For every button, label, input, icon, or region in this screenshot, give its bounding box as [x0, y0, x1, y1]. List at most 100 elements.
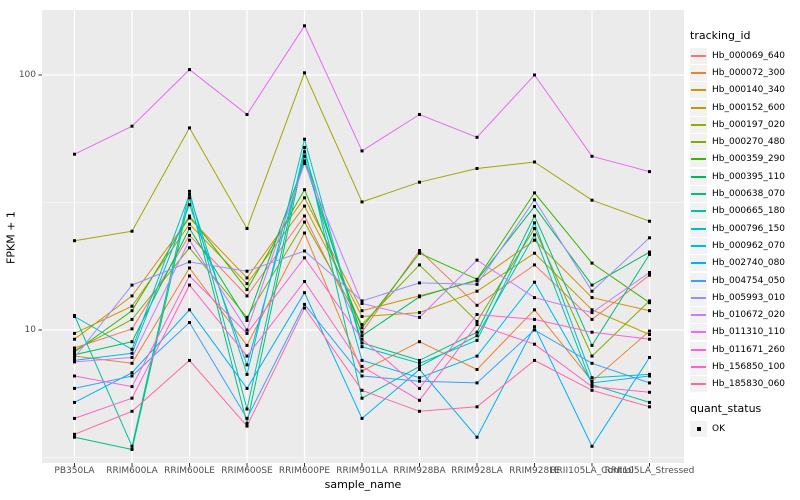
legend-entry-label: Hb_000359_290 [712, 154, 786, 165]
y-axis-title: FPKM + 1 [4, 211, 18, 264]
data-point [245, 276, 249, 280]
data-point [360, 364, 364, 368]
data-point [475, 354, 479, 358]
data-point [590, 330, 594, 334]
data-point [475, 167, 479, 170]
data-point [590, 343, 594, 347]
data-point [360, 200, 364, 204]
data-point [188, 227, 191, 230]
data-point [418, 340, 421, 344]
legend: tracking_id Hb_000069_640 Hb_000072_300 Hb… [690, 29, 798, 437]
x-axis-title: sample_name [324, 478, 402, 491]
data-point [418, 361, 421, 365]
legend-line-icon [691, 175, 706, 178]
data-point [303, 306, 306, 310]
data-point [648, 252, 651, 256]
data-point [188, 283, 191, 287]
legend-entry-label: Hb_000197_020 [712, 119, 786, 130]
data-point [130, 347, 134, 351]
data-point [418, 358, 421, 362]
data-point [590, 383, 594, 387]
x-tick-label: RRIM600SE [221, 466, 273, 476]
data-point [245, 354, 249, 358]
legend-entry: Hb_000069_640 [690, 47, 798, 64]
legend-key-line-swatch [690, 82, 707, 99]
legend-entry-label: Hb_010672_020 [712, 310, 786, 321]
legend-line-icon [691, 210, 706, 213]
data-point [188, 238, 191, 242]
legend-line-icon [691, 227, 706, 230]
data-point [533, 214, 536, 218]
data-point [188, 260, 191, 264]
legend-line-icon [691, 262, 706, 265]
data-point [130, 396, 134, 400]
data-point [475, 330, 479, 334]
legend-entry-label: Hb_011671_260 [712, 344, 786, 355]
data-point [533, 308, 536, 312]
legend-entry: Hb_000270_480 [690, 133, 798, 151]
data-point [590, 308, 594, 312]
legend-entry-label: Hb_005993_010 [712, 292, 786, 303]
data-point [303, 159, 306, 163]
data-point [360, 341, 364, 345]
data-point [418, 364, 421, 368]
data-point [533, 358, 536, 362]
data-point [590, 261, 594, 265]
data-point [533, 238, 536, 242]
data-point [360, 326, 364, 330]
data-point [360, 345, 364, 349]
data-point [590, 317, 594, 321]
data-point [130, 409, 134, 413]
y-tick-label: 10 [24, 324, 36, 335]
data-point [303, 231, 306, 235]
data-point [245, 294, 249, 298]
data-point [475, 135, 479, 139]
legend-entry: Hb_000152_600 [690, 99, 798, 116]
x-tick-label: RRIM928LA [451, 466, 503, 476]
legend-entry: Hb_000665_180 [690, 203, 798, 220]
data-point [73, 353, 76, 357]
legend-entry: Hb_011310_110 [690, 324, 798, 341]
data-point [73, 346, 76, 350]
legend-entry: Hb_005993_010 [690, 289, 798, 306]
legend-entry: Hb_002740_080 [690, 255, 798, 272]
data-point [130, 317, 134, 321]
data-point [475, 278, 479, 282]
data-point [533, 280, 536, 284]
data-point [590, 376, 594, 380]
data-point [130, 294, 134, 298]
data-point [648, 250, 651, 254]
data-point [188, 216, 191, 220]
data-point [418, 409, 421, 413]
data-point [533, 296, 536, 300]
data-point [590, 296, 594, 300]
y-tick-label: 100 [18, 69, 36, 80]
legend-key-square-swatch [690, 420, 707, 437]
legend-entry-label: Hb_011310_110 [712, 327, 786, 338]
tracking-id-legend-entries: Hb_000069_640 Hb_000072_300 Hb_000140_340 H… [690, 47, 798, 393]
data-point [245, 227, 249, 230]
data-point [475, 368, 479, 371]
data-point [648, 400, 651, 404]
data-point [475, 323, 479, 327]
data-point [130, 124, 134, 128]
x-tick-label: RRIM928BA [393, 466, 446, 476]
x-tick-label: PB350LA [54, 466, 95, 476]
data-point [188, 189, 191, 193]
data-point [188, 193, 191, 196]
data-point [245, 407, 249, 411]
data-point [303, 220, 306, 224]
data-point [475, 381, 479, 385]
data-point [360, 302, 364, 305]
data-point [533, 205, 536, 208]
data-point [303, 291, 306, 295]
legend-line-icon [691, 193, 706, 196]
data-point [303, 145, 306, 149]
legend-key-line-swatch [690, 220, 707, 237]
data-point [303, 137, 306, 141]
data-point [73, 386, 76, 390]
data-point [475, 282, 479, 286]
data-point [360, 323, 364, 327]
data-point [648, 374, 651, 378]
legend-key-line-swatch [690, 186, 707, 203]
